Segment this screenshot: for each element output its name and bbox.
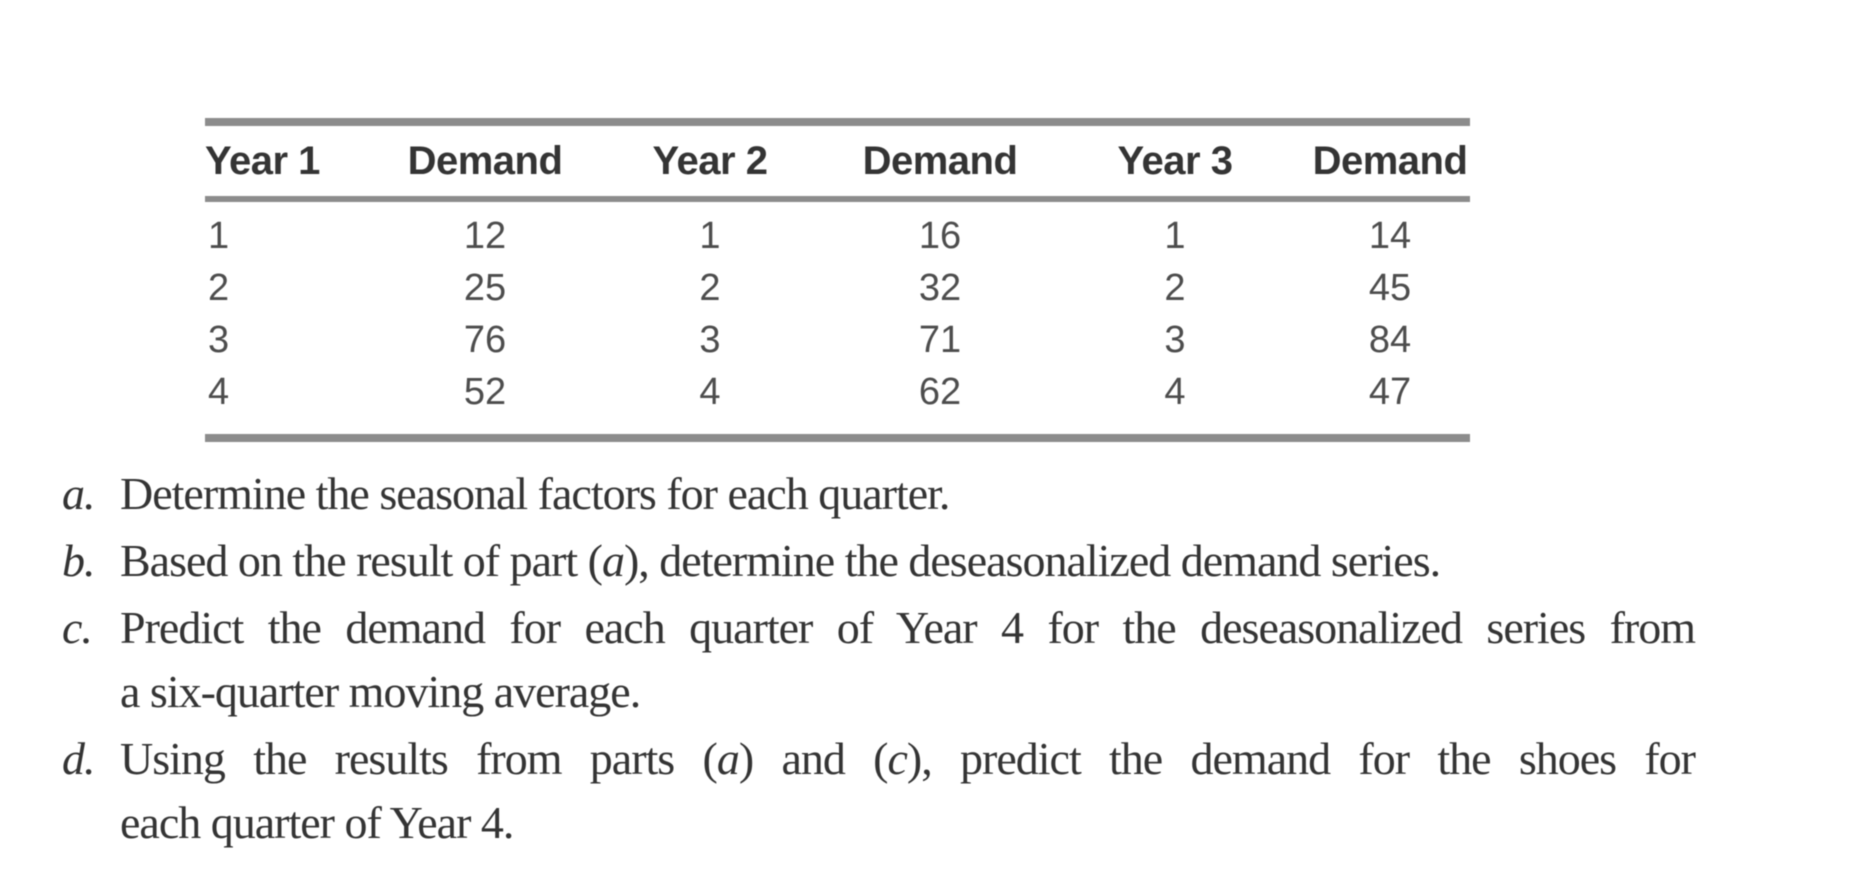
question-text-segment: ) and ( xyxy=(738,733,889,784)
question-text-line1: Using the results from parts (a) and (c)… xyxy=(120,727,1696,791)
table-cell: 84 xyxy=(1368,318,1412,361)
question-text: Predict the demand for each quarter of Y… xyxy=(120,596,1696,724)
table-cell: 3 xyxy=(699,318,721,361)
demand-table: Year 1 Demand Year 2 Demand Year 3 Deman… xyxy=(205,118,1470,442)
question-text: Determine the seasonal factors for each … xyxy=(120,468,950,519)
question-text-segment: each quarter of Year 4. xyxy=(120,797,514,848)
table-cell: 4 xyxy=(699,370,721,413)
table-cell: 4 xyxy=(208,370,230,413)
table-header-demand2: Demand xyxy=(862,138,1018,183)
question-label: b. xyxy=(62,535,96,586)
question-text-segment: Using the results from parts ( xyxy=(120,733,718,784)
question-label: d. xyxy=(62,733,96,784)
table-cell: 2 xyxy=(699,266,721,309)
table-cell: 62 xyxy=(918,370,962,413)
table-cell: 1 xyxy=(208,214,230,257)
table-cell: 2 xyxy=(208,266,230,309)
table-cell: 76 xyxy=(463,318,507,361)
table-cell: 1 xyxy=(1164,214,1186,257)
question-text-segment: a xyxy=(601,535,625,586)
table-cell: 3 xyxy=(208,318,230,361)
table-row: 1 12 1 16 1 14 xyxy=(205,210,1470,262)
table-cell: 14 xyxy=(1368,214,1412,257)
table-cell: 32 xyxy=(918,266,962,309)
table-header-rule xyxy=(205,196,1470,202)
table-header-demand3: Demand xyxy=(1312,138,1468,183)
table-row: 4 52 4 62 4 47 xyxy=(205,366,1470,418)
table-cell: 71 xyxy=(918,318,962,361)
table-row: 2 25 2 32 2 45 xyxy=(205,262,1470,314)
table-header-row: Year 1 Demand Year 2 Demand Year 3 Deman… xyxy=(205,126,1470,196)
question-label: a. xyxy=(62,468,96,519)
table-row: 3 76 3 71 3 84 xyxy=(205,314,1470,366)
table-bottom-rule xyxy=(205,434,1470,442)
question-text-segment: a six-quarter moving average. xyxy=(120,666,641,717)
question-item-a: a. Determine the seasonal factors for ea… xyxy=(56,462,1702,526)
table-cell: 47 xyxy=(1368,370,1412,413)
question-text: Using the results from parts (a) and (c)… xyxy=(120,727,1696,855)
question-text-segment: ), predict the demand for the shoes for xyxy=(906,733,1696,784)
question-item-d: d. Using the results from parts (a) and … xyxy=(56,727,1702,855)
table-top-rule xyxy=(205,118,1470,126)
table-cell: 4 xyxy=(1164,370,1186,413)
table-cell: 52 xyxy=(463,370,507,413)
table-cell: 3 xyxy=(1164,318,1186,361)
question-text-segment: Predict the demand for each quarter of Y… xyxy=(120,602,1696,653)
table-cell: 45 xyxy=(1368,266,1412,309)
table-cell: 2 xyxy=(1164,266,1186,309)
question-text-segment: c xyxy=(887,733,907,784)
question-text: Based on the result of part (a), determi… xyxy=(120,529,1695,593)
table-cell: 25 xyxy=(463,266,507,309)
question-label: c. xyxy=(62,602,93,653)
question-list: a. Determine the seasonal factors for ea… xyxy=(56,462,1702,858)
table-header-demand1: Demand xyxy=(407,138,563,183)
question-text-segment: ), determine the deseasonalized demand s… xyxy=(623,535,1441,586)
question-text-segment: a xyxy=(716,733,740,784)
table-cell: 16 xyxy=(918,214,962,257)
question-item-c: c. Predict the demand for each quarter o… xyxy=(56,596,1702,724)
question-text-segment: Based on the result of part ( xyxy=(120,535,603,586)
table-cell: 1 xyxy=(699,214,721,257)
table-header-year1: Year 1 xyxy=(205,138,320,183)
table-body: 1 12 1 16 1 14 2 25 2 32 2 45 3 76 3 71 … xyxy=(205,202,1470,434)
question-item-b: b. Based on the result of part (a), dete… xyxy=(56,529,1702,593)
table-header-year3: Year 3 xyxy=(1117,138,1233,183)
table-cell: 12 xyxy=(463,214,507,257)
table-header-year2: Year 2 xyxy=(652,138,768,183)
